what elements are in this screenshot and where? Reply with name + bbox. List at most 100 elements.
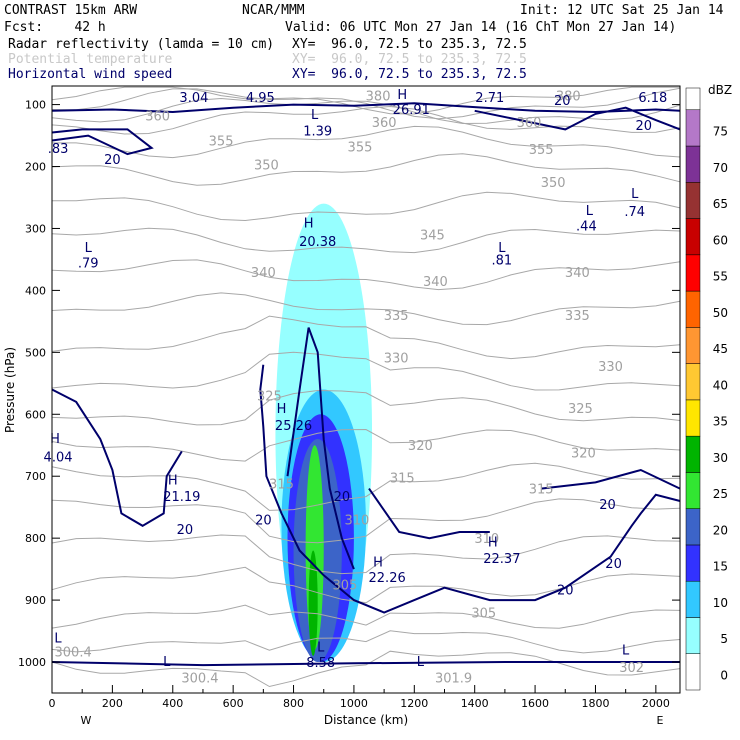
theta-label-20: 320 bbox=[408, 439, 433, 454]
colorbar-swatch-5 bbox=[685, 472, 701, 509]
colorbar-label-0: 0 bbox=[720, 668, 728, 682]
theta-label-24: 315 bbox=[529, 483, 554, 498]
theta-contour-7 bbox=[51, 428, 681, 462]
x-tick-label-10: 2000 bbox=[642, 697, 670, 710]
colorbar-swatch-4 bbox=[685, 508, 701, 546]
colorbar-unit: dBZ bbox=[708, 83, 732, 97]
y-tick-label-2: 300 bbox=[25, 222, 46, 235]
extremum-marker-16: L bbox=[622, 644, 630, 659]
theta-contour-2 bbox=[51, 604, 681, 629]
x-tick-label-4: 800 bbox=[283, 697, 304, 710]
wind-contour-4 bbox=[259, 364, 681, 614]
y-tick-label-1: 200 bbox=[25, 161, 46, 174]
wind-label-22: 20 bbox=[605, 557, 622, 572]
colorbar-swatch-6 bbox=[685, 435, 701, 473]
x-tick-label-6: 1200 bbox=[400, 697, 428, 710]
theta-label-4: 360 bbox=[517, 116, 542, 131]
theta-label-12: 340 bbox=[423, 275, 448, 290]
theta-label-5: 355 bbox=[209, 135, 234, 150]
wind-contour-1 bbox=[51, 128, 154, 156]
extremum-marker-3: L bbox=[85, 241, 93, 256]
theta-contour-12 bbox=[51, 259, 681, 291]
theta-contour-11 bbox=[51, 292, 681, 326]
colorbar: dBZ 0 5 10 15 20 25 30 35 40 45 50 55 60 65 70 75 bbox=[685, 83, 732, 691]
wind-label-7: 20 bbox=[635, 119, 652, 134]
theta-label-10: 345 bbox=[420, 229, 445, 244]
x-tick-label-3: 600 bbox=[223, 697, 244, 710]
x-tick-label-1: 200 bbox=[102, 697, 123, 710]
theta-label-21: 320 bbox=[571, 447, 596, 462]
wind-label-21: 20 bbox=[599, 498, 616, 513]
x-tick-label-5: 1000 bbox=[340, 697, 368, 710]
theta-label-2: 360 bbox=[145, 110, 170, 125]
field-xy-reflectivity: XY= 96.0, 72.5 to 235.3, 72.5 bbox=[292, 37, 527, 52]
wind-label-15: 25.26 bbox=[275, 419, 312, 434]
theta-contour-16 bbox=[52, 125, 681, 159]
theta-contour-8 bbox=[51, 389, 681, 426]
wind-label-8: 20 bbox=[104, 153, 121, 168]
field-name-theta: Potential temperature bbox=[8, 52, 173, 67]
theta-label-13: 340 bbox=[565, 266, 590, 281]
colorbar-swatch-9 bbox=[685, 327, 701, 364]
theta-label-15: 335 bbox=[565, 309, 590, 324]
reflectivity-cell-5 bbox=[308, 550, 318, 656]
wind-label-26: 8.58 bbox=[306, 656, 335, 671]
extremum-marker-8: H bbox=[50, 432, 60, 447]
wind-label-12: .81 bbox=[492, 253, 513, 268]
colorbar-label-15: 75 bbox=[713, 125, 728, 139]
contour-labels: 380 380 360 360 360 355 355 355 350 350 345 340 340 3… bbox=[44, 88, 668, 686]
theta-contour-10 bbox=[51, 315, 681, 360]
colorbar-swatch-1 bbox=[685, 617, 701, 654]
y-tick-label-3: 400 bbox=[25, 284, 46, 297]
extremum-marker-5: L bbox=[586, 204, 594, 219]
colorbar-label-13: 65 bbox=[713, 197, 728, 211]
wind-label-0: 3.04 bbox=[179, 91, 208, 106]
colorbar-label-8: 40 bbox=[713, 378, 728, 392]
field-xy-wind: XY= 96.0, 72.5 to 235.3, 72.5 bbox=[292, 67, 527, 82]
theta-contour-20 bbox=[51, 86, 680, 115]
init-time: Init: 12 UTC Sat 25 Jan 14 bbox=[520, 3, 724, 18]
extremum-marker-13: L bbox=[163, 655, 171, 670]
wind-contour-6 bbox=[368, 488, 490, 540]
theta-contour-15 bbox=[51, 153, 681, 186]
field-xy-theta: XY= 96.0, 72.5 to 235.3, 72.5 bbox=[292, 52, 527, 67]
theta-label-1: 380 bbox=[556, 89, 581, 104]
theta-label-18: 325 bbox=[257, 390, 282, 405]
extremum-marker-12: L bbox=[54, 631, 62, 646]
y-tick-label-6: 700 bbox=[25, 470, 46, 483]
theta-label-26: 310 bbox=[474, 532, 499, 547]
theta-contour-1 bbox=[51, 630, 681, 654]
colorbar-swatch-8 bbox=[685, 363, 701, 401]
colorbar-label-10: 50 bbox=[713, 306, 728, 320]
institution: NCAR/MMM bbox=[242, 3, 305, 18]
plot-area: 380 380 360 360 360 355 355 355 350 350 345 340 340 3… bbox=[3, 85, 681, 727]
extremum-marker-1: L bbox=[311, 108, 319, 123]
colorbar-swatch-2 bbox=[685, 580, 701, 618]
extremum-marker-2: H bbox=[304, 216, 314, 231]
wind-label-17: 21.19 bbox=[163, 490, 200, 505]
theta-label-9: 350 bbox=[541, 176, 566, 191]
wind-label-3: 6.18 bbox=[638, 91, 667, 106]
theta-label-23: 315 bbox=[390, 471, 415, 486]
wind-label-24: 22.37 bbox=[483, 552, 520, 567]
y-tick-label-5: 600 bbox=[25, 408, 46, 421]
colorbar-swatch-12 bbox=[685, 218, 701, 256]
extremum-marker-6: L bbox=[631, 187, 639, 202]
wind-label-18: 20 bbox=[177, 523, 194, 538]
extremum-marker-10: H bbox=[488, 535, 498, 550]
field-name-wind: Horizontal wind speed bbox=[8, 67, 172, 82]
wind-label-14: .74 bbox=[624, 205, 645, 220]
colorbar-label-12: 60 bbox=[713, 233, 728, 247]
theta-label-8: 350 bbox=[254, 159, 279, 174]
colorbar-swatch-3 bbox=[685, 544, 701, 582]
colorbar-top-cap bbox=[685, 87, 701, 111]
y-axis: 100 200 300 400 500 600 700 800 900 1000 bbox=[18, 99, 680, 669]
theta-label-27: 305 bbox=[332, 579, 357, 594]
theta-contour-3 bbox=[51, 566, 681, 604]
theta-contour-6 bbox=[51, 462, 681, 511]
extremum-marker-9: H bbox=[168, 473, 178, 488]
wind-label-9: .83 bbox=[48, 142, 69, 157]
wind-contour-2 bbox=[474, 106, 681, 131]
wind-label-16: 4.04 bbox=[44, 450, 73, 465]
